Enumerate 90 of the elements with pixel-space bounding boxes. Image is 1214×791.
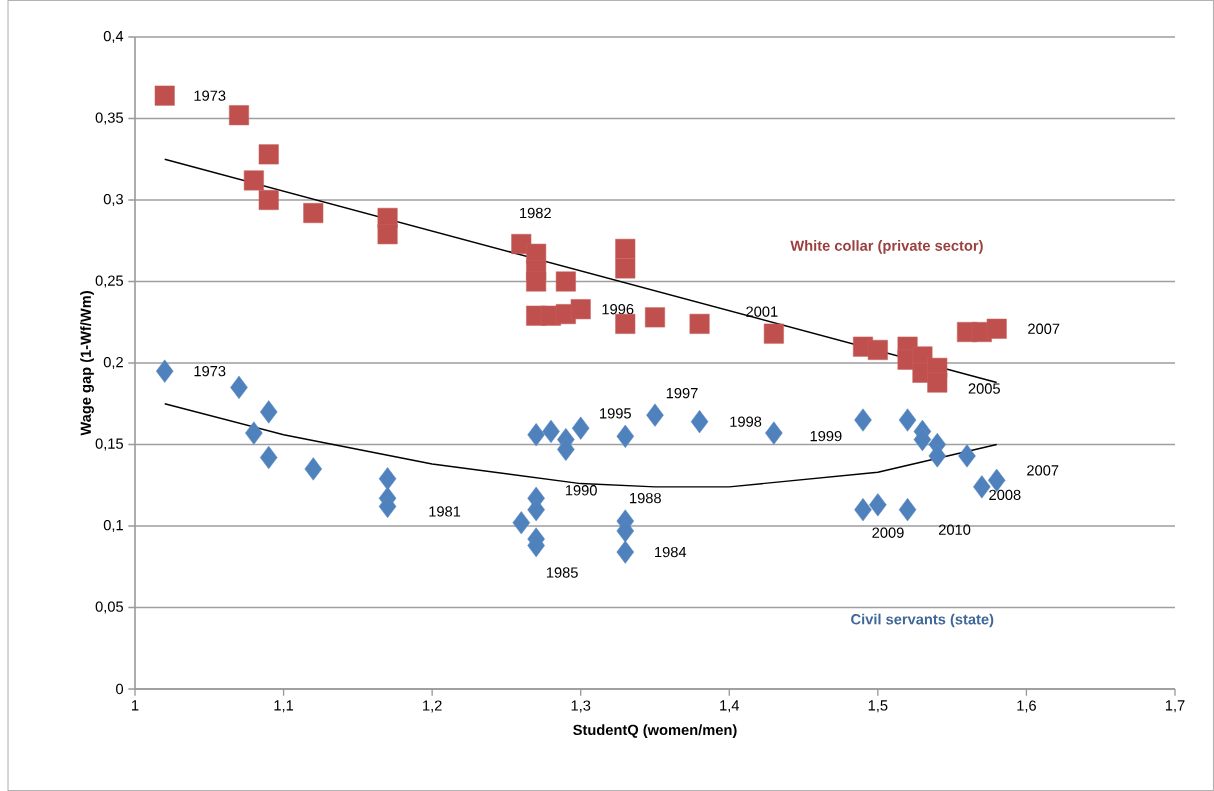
annotation: 1998 <box>730 416 762 427</box>
point <box>898 498 917 522</box>
annotation: 2001 <box>746 306 778 317</box>
annotation: 1984 <box>655 546 687 558</box>
point <box>230 375 248 400</box>
point <box>854 408 872 432</box>
point <box>229 105 250 126</box>
annotation: 1990 <box>565 485 597 496</box>
y-tick-label: 0,05 <box>95 601 123 614</box>
point <box>243 170 264 191</box>
point <box>258 144 279 165</box>
point <box>928 444 947 468</box>
annotation: 1996 <box>602 304 634 315</box>
annotation: 1995 <box>600 408 631 419</box>
y-tick-label: 0,2 <box>103 356 123 370</box>
annotation: 1973 <box>194 90 226 101</box>
point <box>527 423 545 447</box>
annotation: 1982 <box>520 207 551 219</box>
y-axis-title: Wage gap (1-Wf/Wm) <box>80 291 94 436</box>
annotation: 2010 <box>938 524 971 535</box>
point <box>245 421 263 445</box>
point <box>615 258 636 279</box>
point <box>378 467 397 491</box>
point <box>557 437 575 461</box>
point <box>646 403 664 427</box>
y-tick-label: 0,35 <box>95 112 123 125</box>
point <box>616 540 635 564</box>
point <box>615 238 636 259</box>
point <box>616 424 635 448</box>
point <box>958 444 976 468</box>
point <box>303 203 324 224</box>
x-tick-label: 1,6 <box>1017 700 1036 713</box>
point <box>927 372 948 393</box>
y-tick-label: 0,25 <box>95 275 123 288</box>
annotation: 1999 <box>810 430 842 442</box>
point <box>542 419 560 444</box>
annotation: 1988 <box>630 492 661 504</box>
x-tick-label: 1,7 <box>1165 700 1185 713</box>
point <box>555 271 576 292</box>
y-tick-label: 0,1 <box>103 519 123 533</box>
point <box>527 533 545 558</box>
point <box>898 408 917 432</box>
point <box>378 494 397 519</box>
x-tick-label: 1 <box>132 700 139 711</box>
point <box>570 299 591 320</box>
x-tick-label: 1,1 <box>274 700 294 713</box>
point <box>377 224 398 245</box>
point <box>689 313 710 334</box>
point <box>765 421 783 445</box>
point <box>527 498 545 522</box>
point <box>986 318 1007 339</box>
point <box>690 410 709 434</box>
x-tick-label: 1,2 <box>423 700 442 713</box>
point <box>155 359 174 383</box>
point <box>258 189 279 210</box>
point <box>259 445 278 470</box>
point <box>867 339 888 360</box>
annotation: 2007 <box>1028 323 1060 334</box>
annotation: 2008 <box>989 489 1021 501</box>
point <box>973 475 991 499</box>
x-axis-title: StudentQ (women/men) <box>573 724 737 738</box>
point <box>913 428 932 452</box>
x-tick-label: 1,5 <box>868 700 888 713</box>
point <box>154 85 175 106</box>
text: White collar (private sector) <box>790 240 983 254</box>
point <box>571 416 590 440</box>
annotation: 2005 <box>968 383 1000 394</box>
annotation: 2009 <box>872 527 904 538</box>
y-tick-label: 0,4 <box>103 30 124 44</box>
text: Civil servants (state) <box>851 613 994 628</box>
annotation: 1981 <box>429 506 461 517</box>
point <box>763 323 784 344</box>
point <box>854 498 872 522</box>
point <box>616 519 635 543</box>
point <box>615 313 636 334</box>
annotation: 1973 <box>194 365 226 377</box>
point <box>645 307 665 328</box>
annotation: 2007 <box>1027 465 1059 476</box>
point <box>259 400 278 424</box>
annotation: 1997 <box>666 387 698 399</box>
y-tick-label: 0,15 <box>95 438 123 451</box>
x-tick-label: 1,4 <box>720 700 740 713</box>
point <box>526 271 547 292</box>
annotation: 1985 <box>546 567 578 578</box>
y-tick-label: 0 <box>116 683 124 695</box>
x-tick-label: 1,3 <box>571 700 591 713</box>
y-tick-label: 0,3 <box>103 193 123 207</box>
point <box>869 493 887 517</box>
point <box>304 457 323 481</box>
point <box>512 511 531 535</box>
